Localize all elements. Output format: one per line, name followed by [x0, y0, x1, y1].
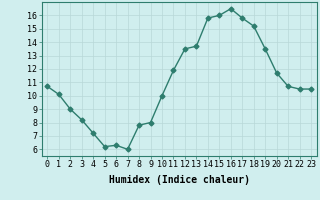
- X-axis label: Humidex (Indice chaleur): Humidex (Indice chaleur): [109, 175, 250, 185]
